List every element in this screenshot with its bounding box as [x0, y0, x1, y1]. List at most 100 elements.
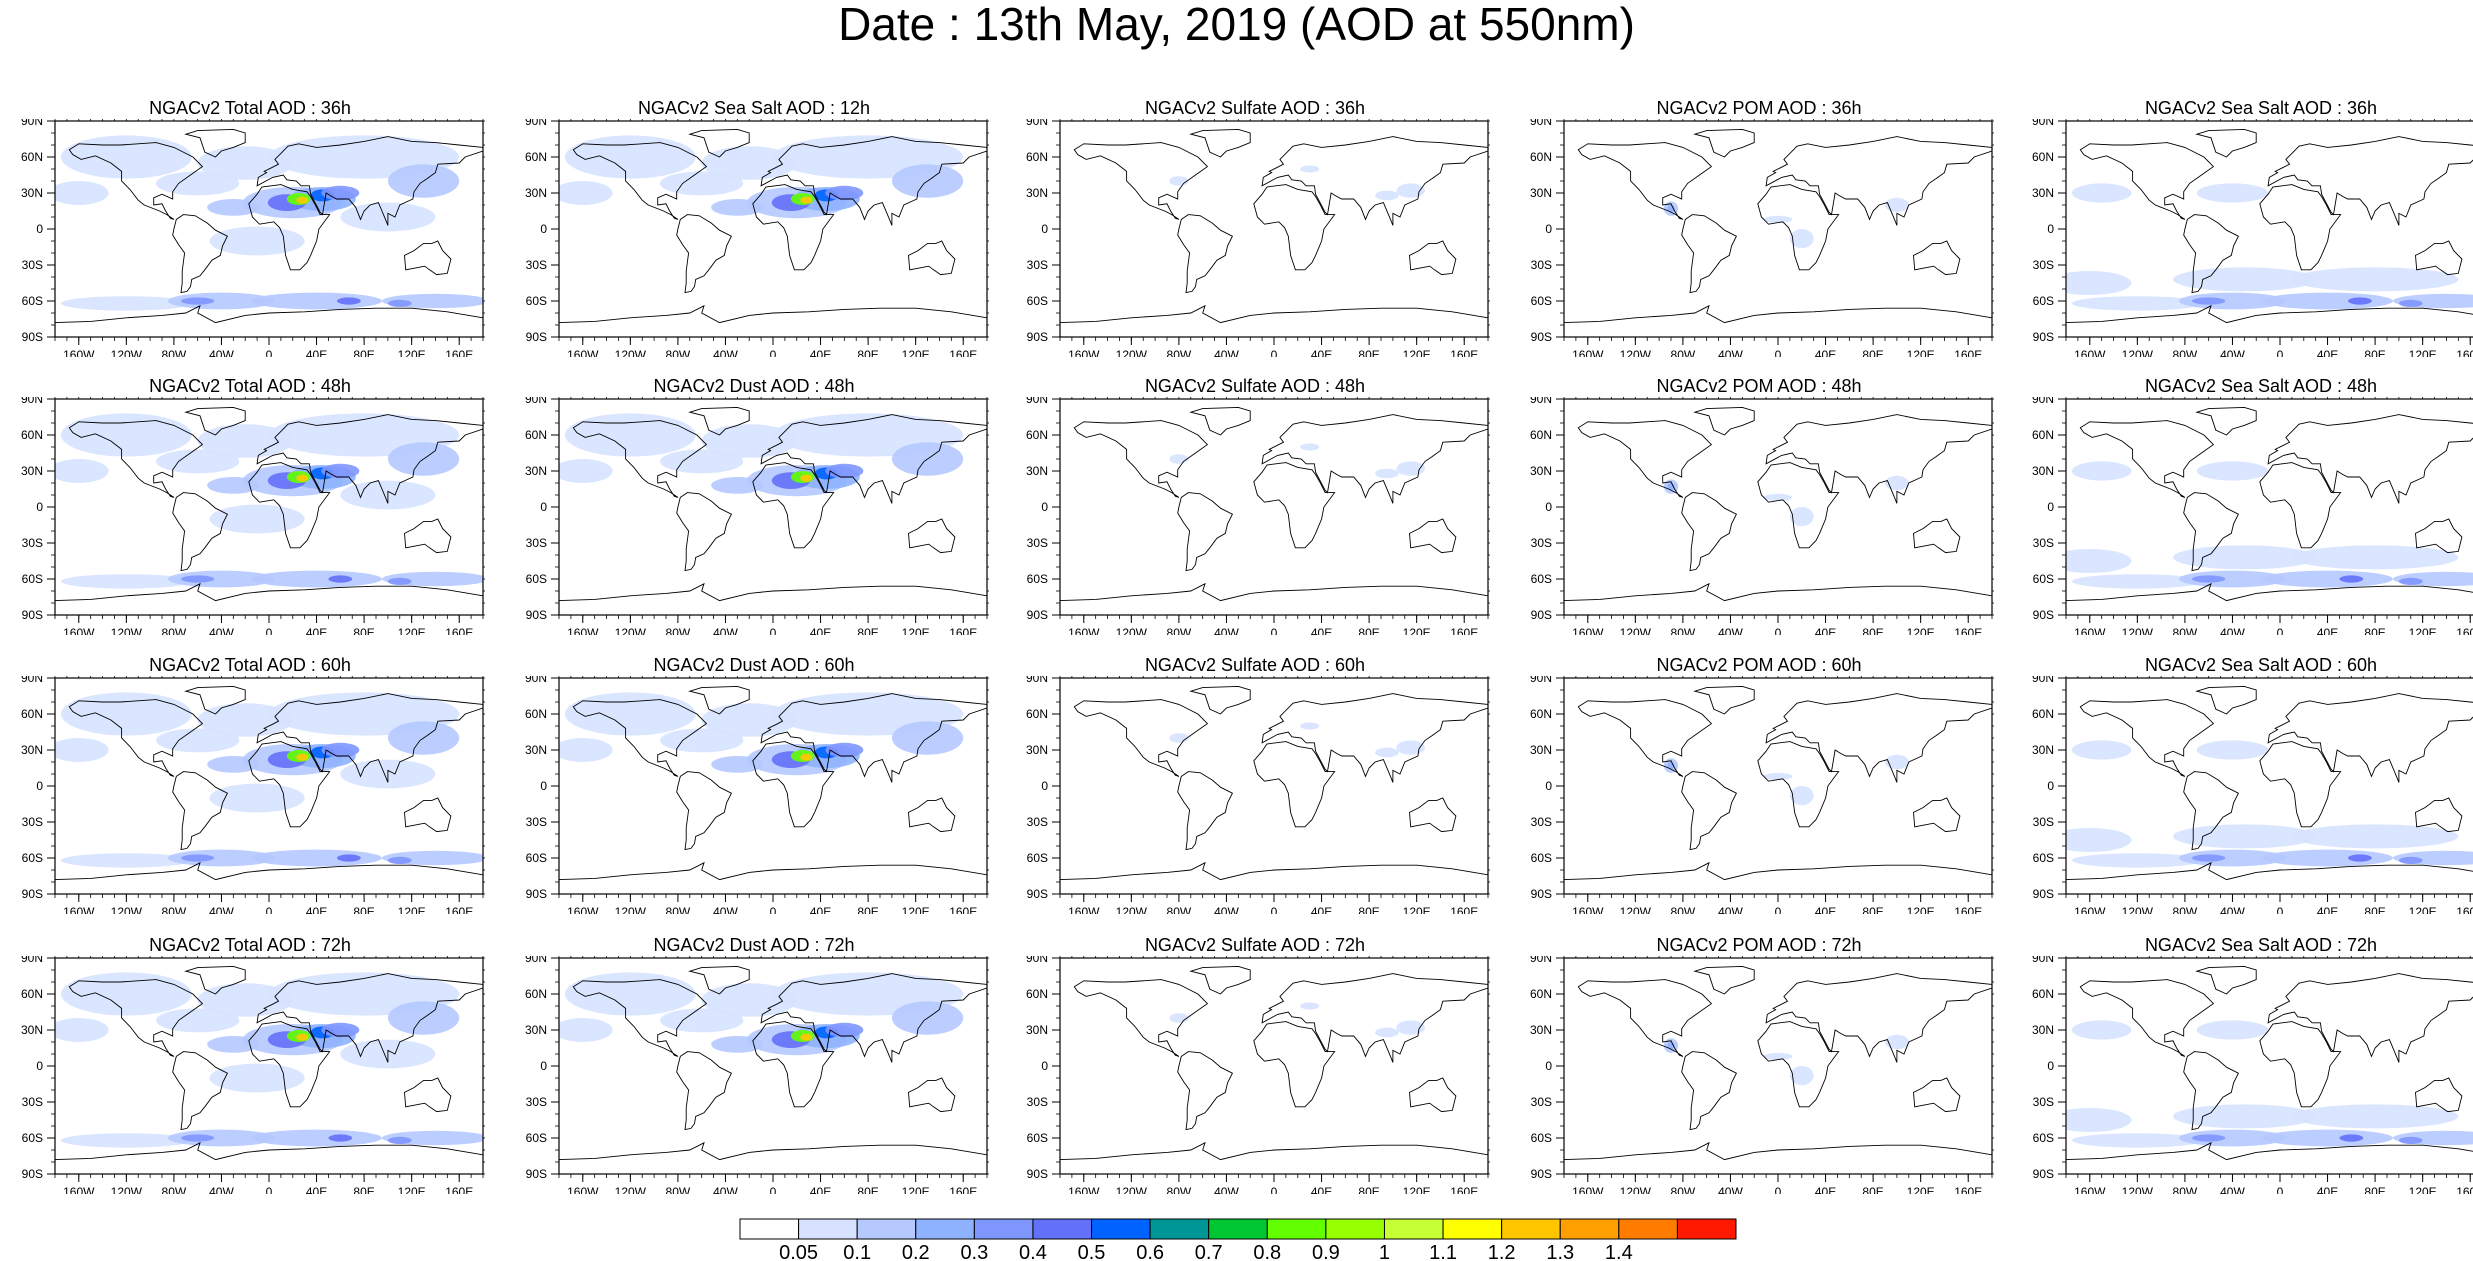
lon-label: 120E — [1403, 1185, 1431, 1194]
aod-field — [55, 181, 109, 205]
lon-label: 160E — [1450, 905, 1478, 914]
lon-label: 0 — [1775, 626, 1782, 635]
aod-field — [825, 742, 864, 758]
lon-label: 80W — [162, 626, 187, 635]
lon-label: 120E — [2409, 348, 2437, 357]
lon-label: 160E — [2456, 1185, 2473, 1194]
aod-field — [2066, 1108, 2132, 1132]
aod-field — [2192, 1134, 2226, 1142]
aod-field — [2071, 740, 2132, 760]
lat-label: 60S — [2033, 572, 2054, 586]
lon-label: 160W — [1068, 1185, 1100, 1194]
coastline — [1681, 214, 1738, 294]
aod-field — [2192, 575, 2226, 583]
aod-field — [167, 570, 275, 588]
panel-title: NGACv2 Total AOD : 60h — [149, 655, 351, 675]
coastline — [1564, 1141, 1992, 1161]
lat-label: 90S — [526, 1167, 547, 1181]
aod-field — [181, 575, 215, 583]
lon-label: 40E — [2317, 905, 2338, 914]
panel-title: NGACv2 POM AOD : 60h — [1656, 655, 1862, 675]
coastline — [1189, 965, 1251, 995]
coastline — [2267, 693, 2473, 783]
aod-field — [2348, 854, 2372, 862]
lat-label: 0 — [36, 222, 43, 236]
lon-label: 160W — [2074, 348, 2106, 357]
lon-label: 40E — [1815, 1185, 1836, 1194]
aod-field — [387, 299, 412, 307]
lon-label: 80W — [2173, 905, 2198, 914]
lon-label: 80E — [353, 905, 374, 914]
coastline — [2079, 420, 2215, 498]
map-panel: NGACv2 Dust AOD : 60h 90N 60N 30N 0 30S 60S 90S… — [519, 654, 989, 914]
lon-label: 80E — [1862, 905, 1883, 914]
aod-field — [60, 135, 192, 179]
aod-field — [55, 459, 109, 483]
aod-field — [711, 756, 764, 773]
lat-label: 30S — [526, 258, 547, 272]
aod-map: 90N 60N 30N 0 30S 60S 90S 160W 120W 80W 40W 0 40E 80E… — [21, 397, 485, 635]
lon-label: 80E — [2364, 348, 2385, 357]
lon-label: 80W — [666, 905, 691, 914]
aod-field — [2196, 740, 2269, 760]
colorbar-label: 1.4 — [1605, 1242, 1633, 1261]
map-panel: NGACv2 Sea Salt AOD : 72h 90N 60N 30N 0 30S 60… — [2026, 934, 2473, 1194]
aod-map: 90N 60N 30N 0 30S 60S 90S 160W 120W 80W 40W 0 40E 80E… — [1026, 397, 1490, 635]
aod-field — [321, 463, 360, 479]
aod-field — [2262, 1129, 2393, 1147]
colorbar-label: 0.3 — [960, 1242, 988, 1261]
lat-label: 60S — [22, 294, 43, 308]
aod-field — [207, 756, 260, 773]
coastline — [256, 414, 483, 504]
aod-map: 90N 60N 30N 0 30S 60S 90S 160W 120W 80W 40W 0 40E 80E… — [525, 397, 989, 635]
aod-field — [2291, 267, 2459, 292]
lon-label: 0 — [1775, 348, 1782, 357]
lat-label: 30S — [22, 815, 43, 829]
aod-field — [1789, 1066, 1814, 1086]
lon-label: 160E — [1450, 1185, 1478, 1194]
lat-label: 60S — [1027, 851, 1048, 865]
aod-field — [296, 753, 309, 761]
aod-map: 90N 60N 30N 0 30S 60S 90S 160W 120W 80W 40W 0 40E 80E… — [1026, 956, 1490, 1194]
coastline — [559, 861, 987, 881]
aod-field — [559, 738, 613, 762]
aod-field — [2291, 1104, 2459, 1129]
lon-label: 160W — [1572, 905, 1604, 914]
coastline — [68, 699, 204, 777]
lat-label: 90S — [1531, 1167, 1552, 1181]
lon-label: 40W — [713, 348, 738, 357]
lon-label: 120W — [615, 905, 647, 914]
coastline — [2183, 771, 2240, 851]
lon-label: 120W — [111, 626, 143, 635]
colorbar-swatch — [1442, 1218, 1503, 1240]
lon-label: 120E — [1403, 626, 1431, 635]
panel-title: NGACv2 POM AOD : 36h — [1656, 98, 1862, 118]
coastline — [2183, 492, 2240, 572]
lat-label: 0 — [540, 500, 547, 514]
lat-label: 60S — [526, 851, 547, 865]
coastline — [2195, 406, 2257, 436]
panel-title: NGACv2 Dust AOD : 72h — [653, 935, 855, 955]
lon-label: 160W — [63, 905, 95, 914]
lon-label: 40W — [713, 626, 738, 635]
coastline — [184, 965, 246, 995]
aod-field — [60, 296, 192, 311]
coastline — [1693, 965, 1755, 995]
lon-label: 40W — [1214, 626, 1239, 635]
aod-field — [2398, 299, 2423, 307]
lon-label: 80W — [666, 626, 691, 635]
lat-label: 60N — [1026, 987, 1048, 1001]
lon-label: 160E — [1450, 348, 1478, 357]
colorbar-label: 0.9 — [1312, 1242, 1340, 1261]
lon-label: 120W — [1116, 626, 1148, 635]
coastline — [2415, 240, 2463, 276]
lon-label: 0 — [1775, 905, 1782, 914]
lon-label: 40E — [1815, 626, 1836, 635]
lat-label: 60S — [22, 572, 43, 586]
coastline — [184, 128, 246, 158]
colorbar-label: 1.3 — [1546, 1242, 1574, 1261]
map-panel: NGACv2 Total AOD : 36h 90N 60N 30N 0 30S 60S 90… — [15, 97, 485, 357]
panel-title: NGACv2 Sulfate AOD : 60h — [1144, 655, 1366, 675]
aod-field — [2291, 824, 2459, 849]
aod-field — [321, 1022, 360, 1038]
